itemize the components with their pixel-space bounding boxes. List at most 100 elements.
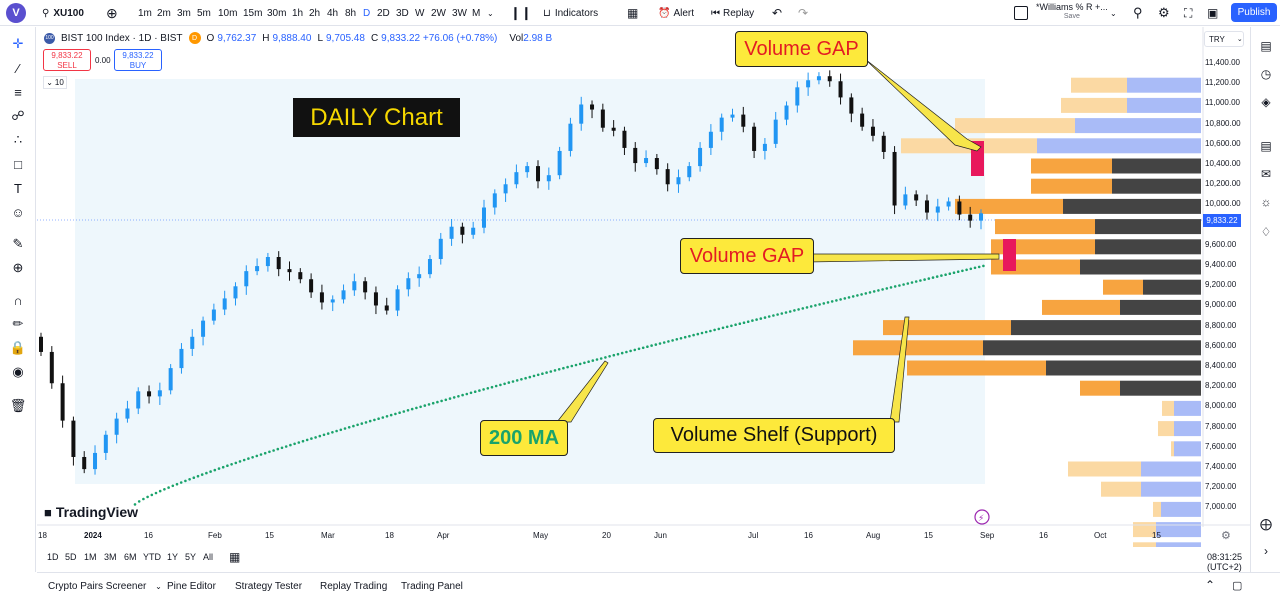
range-all[interactable]: All xyxy=(203,552,214,562)
interval-30m[interactable]: 30m xyxy=(267,7,287,19)
date-range-calendar-icon[interactable]: ▦ xyxy=(229,550,241,564)
candle-bear xyxy=(665,169,670,185)
volume-profile-down-bar xyxy=(1143,279,1201,295)
settings-gear-icon[interactable]: ⚙ xyxy=(1158,5,1170,20)
range-ytd[interactable]: YTD xyxy=(143,552,161,562)
tab-trading-panel[interactable]: Trading Panel xyxy=(401,581,463,592)
interval-5m[interactable]: 5m xyxy=(197,7,211,19)
fullscreen-icon[interactable]: ⛶ xyxy=(1184,5,1193,20)
magnet-icon[interactable]: ∩ xyxy=(13,292,23,308)
layers-icon[interactable]: ◈ xyxy=(1261,95,1271,109)
sell-button[interactable]: 9,833.22 SELL xyxy=(43,49,91,71)
trend-line-icon[interactable]: ∕ xyxy=(16,60,20,76)
layout-checkbox[interactable] xyxy=(1014,6,1028,20)
drawing-mode-icon[interactable]: ✏ xyxy=(12,316,24,331)
interval-w[interactable]: W xyxy=(415,7,425,19)
chat-icon[interactable]: ▤ xyxy=(1260,139,1272,153)
alerts-clock-icon[interactable]: ◷ xyxy=(1260,67,1272,81)
interval-4h[interactable]: 4h xyxy=(327,7,339,19)
interval-2h[interactable]: 2h xyxy=(309,7,321,19)
interval-m[interactable]: M xyxy=(472,7,481,19)
ma-dot xyxy=(331,431,334,434)
ma-dot xyxy=(599,357,603,360)
compare-plus-icon[interactable]: ⊕ xyxy=(106,4,118,21)
pitchfork-icon[interactable]: ☍ xyxy=(11,108,25,123)
range-1d[interactable]: 1D xyxy=(47,552,59,562)
lock-icon[interactable]: 🔒 xyxy=(9,340,27,355)
currency-selector[interactable]: TRY ⌄ xyxy=(1204,31,1244,47)
text-icon[interactable]: T xyxy=(14,180,22,196)
interval-8h[interactable]: 8h xyxy=(345,7,357,19)
ma-200-callout: 200 MA xyxy=(480,420,568,456)
interval-15m[interactable]: 15m xyxy=(243,7,263,19)
range-1y[interactable]: 1Y xyxy=(167,552,179,562)
chevron-down-icon[interactable]: ⌄ xyxy=(487,8,494,18)
rectangle-icon[interactable]: □ xyxy=(14,156,22,172)
visibility-eye-icon[interactable]: ◉ xyxy=(12,364,24,379)
layout-name-dropdown[interactable]: *Williams % R +... Save xyxy=(1036,2,1108,24)
undo-icon[interactable]: ↶ xyxy=(772,6,783,20)
ma-dot xyxy=(860,293,863,296)
scroll-right-icon[interactable]: › xyxy=(1264,544,1268,558)
indicators-button[interactable]: ⊔ Indicators xyxy=(543,5,598,21)
candle-bull xyxy=(244,271,249,287)
time-settings-icon[interactable]: ⚙ xyxy=(1221,529,1231,542)
indicator-toggle[interactable]: ⌄ 10 xyxy=(43,76,67,89)
ma-dot xyxy=(818,303,821,306)
help-icon[interactable]: ⨁ xyxy=(1260,517,1272,531)
replay-button[interactable]: ⏮ Replay xyxy=(711,5,754,21)
user-avatar[interactable]: V xyxy=(6,3,26,23)
clock-timezone[interactable]: 08:31:25 (UTC+2) xyxy=(1207,552,1243,572)
ideas-bulb-icon[interactable]: ☼ xyxy=(1260,195,1272,209)
chevron-down-icon[interactable]: ⌄ xyxy=(1110,8,1117,18)
buy-button[interactable]: 9,833.22 BUY xyxy=(114,49,162,71)
interval-10m[interactable]: 10m xyxy=(218,7,238,19)
ma-dot xyxy=(801,307,805,310)
interval-1m[interactable]: 1m xyxy=(138,7,152,19)
publish-button[interactable]: Publish xyxy=(1231,3,1277,22)
tab-replay-trading[interactable]: Replay Trading xyxy=(320,581,388,592)
tab-strategy-tester[interactable]: Strategy Tester xyxy=(235,581,303,592)
range-3m[interactable]: 3M xyxy=(104,552,117,562)
interval-3m[interactable]: 3m xyxy=(177,7,191,19)
range-6m[interactable]: 6M xyxy=(124,552,137,562)
horizontal-lines-icon[interactable]: ≡ xyxy=(14,84,22,100)
patterns-icon[interactable]: ∴ xyxy=(13,132,23,147)
crosshair-icon[interactable]: ✛ xyxy=(12,36,24,51)
layouts-grid-icon[interactable]: ▦ xyxy=(627,6,639,20)
collapse-panel-icon[interactable]: ⌃ xyxy=(1205,578,1216,592)
zoom-in-icon[interactable]: ⊕ xyxy=(12,260,24,275)
camera-icon[interactable]: ▣ xyxy=(1207,6,1219,20)
tab-crypto-pairs-screener[interactable]: Crypto Pairs Screener ⌄ xyxy=(48,581,162,592)
symbol-label: XU100 xyxy=(53,7,84,19)
emoji-icon[interactable]: ☺ xyxy=(11,204,25,220)
alert-button[interactable]: ⏰ Alert xyxy=(658,5,694,21)
notifications-bell-icon[interactable]: ♢ xyxy=(1260,225,1272,239)
price-chart[interactable]: ⚡ ⚙ xyxy=(37,27,1250,547)
trash-icon[interactable]: 🗑 xyxy=(9,398,27,413)
quick-search-icon[interactable]: ⚲ xyxy=(1133,5,1143,20)
range-5d[interactable]: 5D xyxy=(65,552,77,562)
symbol-title[interactable]: BIST 100 Index · 1D · BIST xyxy=(61,32,183,44)
interval-2m[interactable]: 2m xyxy=(157,7,171,19)
messages-icon[interactable]: ✉ xyxy=(1260,167,1272,181)
candle-type-icon[interactable]: ❙❙ xyxy=(510,5,532,20)
interval-3w[interactable]: 3W xyxy=(452,7,467,19)
interval-3d[interactable]: 3D xyxy=(396,7,409,19)
tab-pine-editor[interactable]: Pine Editor xyxy=(167,581,216,592)
ruler-icon[interactable]: ✎ xyxy=(12,236,24,251)
events-icon[interactable] xyxy=(974,509,990,525)
interval-2d[interactable]: 2D xyxy=(377,7,390,19)
ma-dot xyxy=(360,422,364,425)
watchlist-icon[interactable]: ▤ xyxy=(1260,39,1272,53)
range-1m[interactable]: 1M xyxy=(84,552,97,562)
range-5y[interactable]: 5Y xyxy=(185,552,197,562)
symbol-search[interactable]: ⚲ XU100 xyxy=(42,5,84,21)
redo-icon[interactable]: ↷ xyxy=(798,6,809,20)
ma-dot xyxy=(322,433,326,437)
maximize-panel-icon[interactable]: ▢ xyxy=(1232,580,1243,592)
interval-2w[interactable]: 2W xyxy=(431,7,446,19)
ma-dot xyxy=(948,272,952,275)
interval-1h[interactable]: 1h xyxy=(292,7,304,19)
interval-d[interactable]: D xyxy=(363,7,371,19)
